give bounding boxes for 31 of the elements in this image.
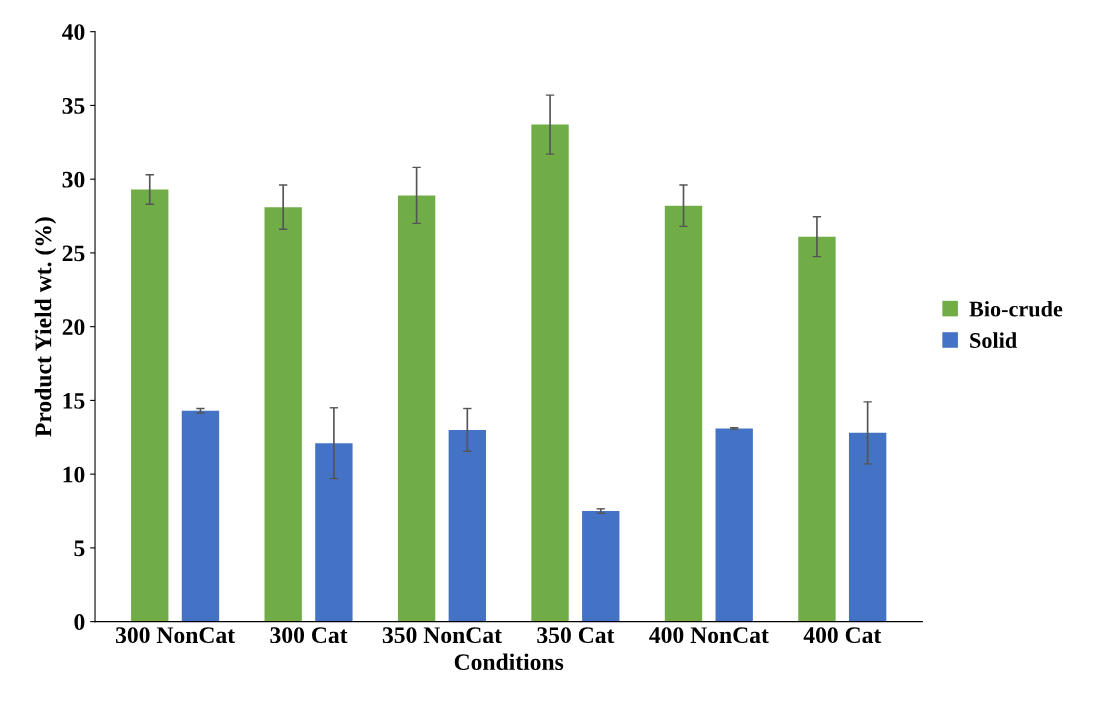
bar xyxy=(448,429,487,622)
y-tick-label: 5 xyxy=(74,540,85,557)
bar xyxy=(264,207,302,622)
x-tick-label: 400 NonCat xyxy=(649,627,769,644)
bar xyxy=(664,205,703,622)
legend-label: Bio-crude xyxy=(969,300,1063,317)
legend-label: Solid xyxy=(970,332,1017,348)
bar xyxy=(715,428,753,622)
bar xyxy=(397,195,436,622)
bar xyxy=(531,124,569,622)
y-tick-label: 30 xyxy=(62,171,85,188)
bar xyxy=(848,432,887,622)
y-tick-label: 0 xyxy=(74,614,85,631)
x-tick-label: 400 Cat xyxy=(803,627,882,644)
y-tick-label: 20 xyxy=(62,319,85,336)
x-axis-title: Conditions xyxy=(454,653,564,671)
bar xyxy=(798,236,836,622)
y-tick-label: 40 xyxy=(62,24,85,41)
y-tick-label: 25 xyxy=(62,245,85,262)
y-tick-label: 15 xyxy=(63,393,85,409)
bar xyxy=(181,410,220,622)
x-tick-label: 300 NonCat xyxy=(115,627,235,644)
x-tick-label: 350 Cat xyxy=(537,627,615,644)
y-tick-label: 35 xyxy=(62,97,85,114)
bar xyxy=(131,189,169,622)
x-tick-label: 350 NonCat xyxy=(382,627,502,644)
y-axis-title: Product Yield wt. (%) xyxy=(34,217,57,437)
y-tick-label: 10 xyxy=(63,466,85,483)
bar xyxy=(315,443,353,622)
bar xyxy=(582,511,620,622)
x-tick-label: 300 Cat xyxy=(270,627,348,644)
